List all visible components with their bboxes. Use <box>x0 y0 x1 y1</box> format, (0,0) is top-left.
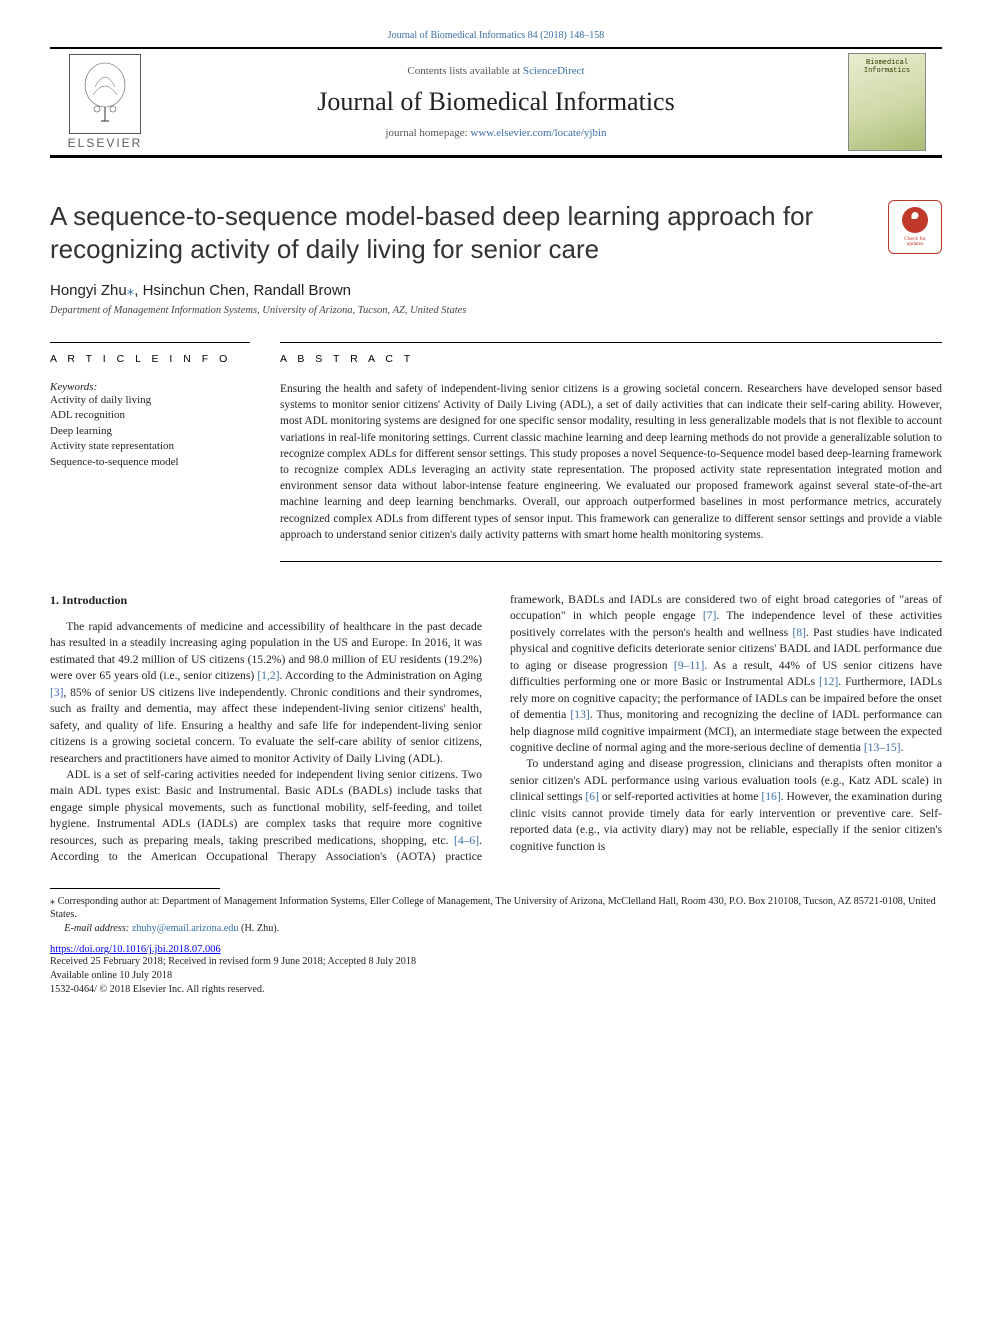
journal-header: ELSEVIER Contents lists available at Sci… <box>50 47 942 158</box>
intro-paragraph: The rapid advancements of medicine and a… <box>50 619 482 767</box>
publisher-name: ELSEVIER <box>68 136 143 150</box>
intro-paragraph: To understand aging and disease progress… <box>510 756 942 855</box>
body-text: or self-reported activities at home <box>599 790 761 803</box>
journal-homepage-link[interactable]: www.elsevier.com/locate/yjbin <box>470 127 606 139</box>
email-tail: (H. Zhu). <box>239 923 280 934</box>
keywords-list: Activity of daily living ADL recognition… <box>50 393 250 470</box>
contents-available: Contents lists available at ScienceDirec… <box>407 65 584 77</box>
email-line: E-mail address: zhuhy@email.arizona.edu … <box>50 922 942 936</box>
citation-link[interactable]: [1,2] <box>257 669 279 682</box>
section-heading-intro: 1. Introduction <box>50 592 482 609</box>
history-received: Received 25 February 2018; Received in r… <box>50 955 942 969</box>
elsevier-tree-icon <box>69 54 141 134</box>
author-1: Hongyi Zhu <box>50 282 127 299</box>
publisher-logo-block: ELSEVIER <box>50 53 160 151</box>
article-info-column: A R T I C L E I N F O Keywords: Activity… <box>50 342 250 562</box>
check-for-updates-badge[interactable]: Check forupdates <box>888 200 942 254</box>
corresponding-mark[interactable]: ⁎ <box>127 282 135 299</box>
journal-cover-icon: Biomedical Informatics <box>848 53 926 151</box>
footnotes: ⁎ Corresponding author at: Department of… <box>50 895 942 936</box>
citation-link[interactable]: [16] <box>761 790 780 803</box>
issue-citation[interactable]: Journal of Biomedical Informatics 84 (20… <box>50 30 942 47</box>
article-title: A sequence-to-sequence model-based deep … <box>50 200 888 265</box>
article-history: Received 25 February 2018; Received in r… <box>50 955 942 996</box>
citation-link[interactable]: [13] <box>570 708 589 721</box>
citation-link[interactable]: [9–11] <box>674 659 704 672</box>
keyword-item: Activity of daily living <box>50 393 250 408</box>
body-text: ADL is a set of self-caring activities n… <box>50 768 482 847</box>
body-text: . <box>901 741 904 754</box>
keyword-item: Deep learning <box>50 424 250 439</box>
journal-homepage-line: journal homepage: www.elsevier.com/locat… <box>385 127 606 139</box>
history-online: Available online 10 July 2018 <box>50 969 942 983</box>
keyword-item: ADL recognition <box>50 408 250 423</box>
author-3: Randall Brown <box>253 282 351 299</box>
author-2: Hsinchun Chen <box>143 282 246 299</box>
cover-thumb-block: Biomedical Informatics <box>832 53 942 151</box>
keywords-label: Keywords: <box>50 381 250 393</box>
citation-link[interactable]: [3] <box>50 686 64 699</box>
abstract-text: Ensuring the health and safety of indepe… <box>280 381 942 543</box>
citation-link[interactable]: [6] <box>585 790 599 803</box>
header-center: Contents lists available at ScienceDirec… <box>160 53 832 151</box>
homepage-prefix: journal homepage: <box>385 127 470 139</box>
sciencedirect-link[interactable]: ScienceDirect <box>523 65 585 77</box>
citation-link[interactable]: [12] <box>819 675 838 688</box>
footnote-rule <box>50 888 220 889</box>
author-list: Hongyi Zhu⁎, Hsinchun Chen, Randall Brow… <box>50 281 942 299</box>
crossmark-icon <box>902 207 928 233</box>
citation-link[interactable]: [13–15] <box>864 741 901 754</box>
citation-link[interactable]: [7] <box>703 609 717 622</box>
doi-link[interactable]: https://doi.org/10.1016/j.jbi.2018.07.00… <box>50 944 221 955</box>
cover-thumb-label: Biomedical Informatics <box>849 60 925 75</box>
abstract-heading: A B S T R A C T <box>280 342 942 365</box>
body-two-column: 1. Introduction The rapid advancements o… <box>50 592 942 866</box>
article-info-heading: A R T I C L E I N F O <box>50 342 250 365</box>
body-text: . According to the Administration on Agi… <box>280 669 482 682</box>
body-text: , 85% of senior US citizens live indepen… <box>50 686 482 765</box>
affiliation: Department of Management Information Sys… <box>50 305 942 316</box>
check-updates-label: Check forupdates <box>904 237 926 248</box>
abstract-column: A B S T R A C T Ensuring the health and … <box>280 342 942 562</box>
journal-name: Journal of Biomedical Informatics <box>317 87 674 117</box>
email-label: E-mail address: <box>64 923 132 934</box>
keyword-item: Activity state representation <box>50 439 250 454</box>
citation-link[interactable]: [8] <box>792 626 806 639</box>
corresponding-footnote: ⁎ Corresponding author at: Department of… <box>50 895 942 923</box>
citation-link[interactable]: [4–6] <box>454 834 479 847</box>
email-link[interactable]: zhuhy@email.arizona.edu <box>132 923 239 934</box>
keyword-item: Sequence-to-sequence model <box>50 455 250 470</box>
abstract-bottom-rule <box>280 561 942 562</box>
contents-prefix: Contents lists available at <box>407 65 522 77</box>
copyright: 1532-0464/ © 2018 Elsevier Inc. All righ… <box>50 983 942 997</box>
